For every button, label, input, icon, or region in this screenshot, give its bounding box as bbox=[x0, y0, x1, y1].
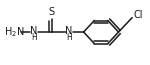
Text: H: H bbox=[66, 33, 72, 42]
Text: S: S bbox=[49, 7, 55, 17]
Text: H$_2$N: H$_2$N bbox=[4, 25, 24, 39]
Text: N: N bbox=[65, 26, 73, 36]
Text: H: H bbox=[31, 33, 37, 42]
Text: N: N bbox=[30, 26, 38, 36]
Text: Cl: Cl bbox=[133, 10, 143, 20]
